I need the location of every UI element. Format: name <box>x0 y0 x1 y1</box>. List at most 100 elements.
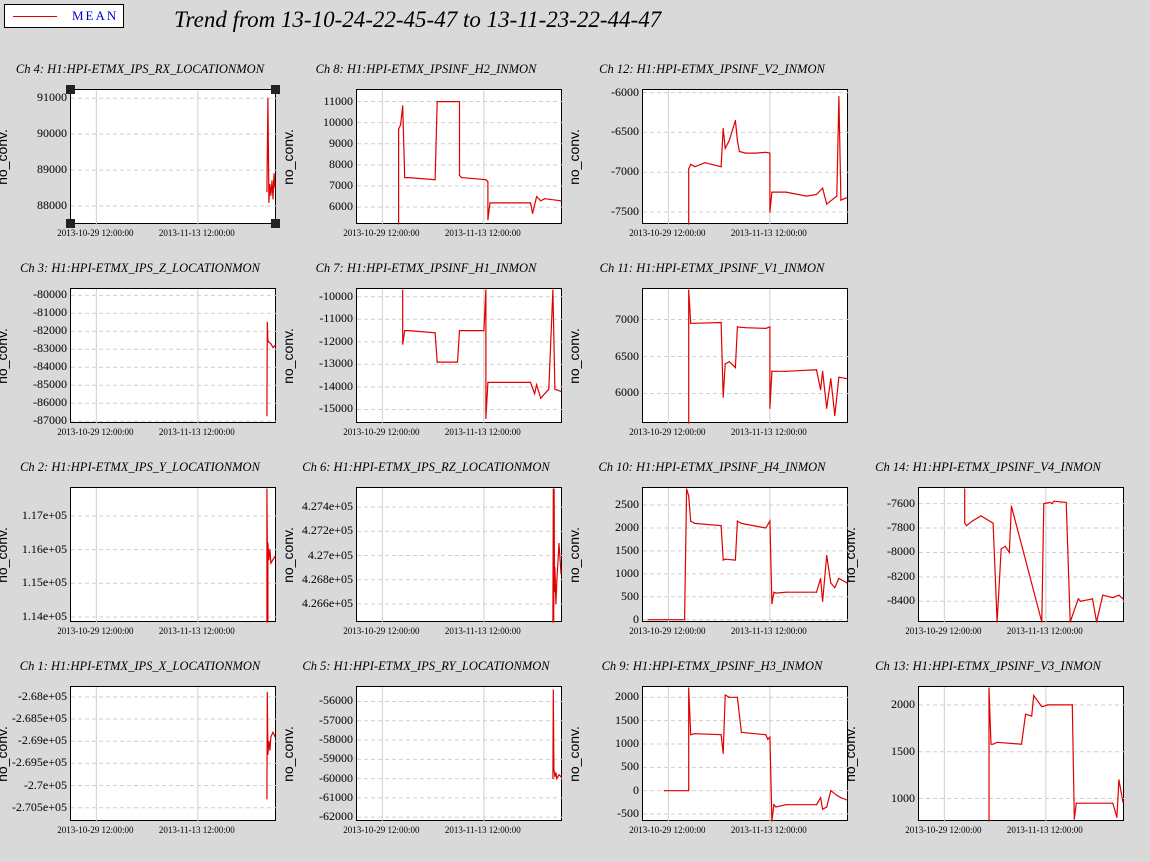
chart-title: Trend from 13-10-24-22-45-47 to 13-11-23… <box>174 7 662 32</box>
data-point <box>267 97 269 99</box>
plot-area[interactable] <box>356 487 563 623</box>
plot-area[interactable] <box>356 288 563 424</box>
selection-handle[interactable] <box>66 219 75 228</box>
y-tick-label: -6500 <box>611 124 639 139</box>
data-point <box>773 804 775 806</box>
chart-panel-ch13: Ch 13: H1:HPI-ETMX_IPSINF_V3_INMON no_con… <box>842 659 1128 859</box>
chart-title-ch7: Ch 7: H1:HPI-ETMX_IPSINF_H1_INMON <box>315 261 537 275</box>
data-point <box>534 393 536 395</box>
plot-svg <box>357 687 563 822</box>
data-point <box>1122 801 1124 803</box>
y-tick-label: -2.68e+05 <box>17 688 67 703</box>
plot-area[interactable] <box>70 487 277 623</box>
plot-area[interactable] <box>642 89 849 225</box>
y-tick-label: -8200 <box>887 568 915 583</box>
selection-handle[interactable] <box>66 85 75 94</box>
plot-area[interactable] <box>70 89 277 225</box>
y-tick-label: 1500 <box>615 542 639 557</box>
series-line-mean <box>266 322 276 416</box>
chart-title-ch14: Ch 14: H1:HPI-ETMX_IPSINF_V4_INMON <box>875 460 1101 474</box>
data-point <box>815 591 818 593</box>
y-tick-label: 1.17e+05 <box>21 507 67 522</box>
data-point <box>822 187 824 189</box>
data-point <box>769 407 771 409</box>
x-tick-label: 2013-11-13 12:00:00 <box>730 427 807 437</box>
y-tick-label: 91000 <box>37 90 67 105</box>
data-point <box>266 191 268 193</box>
plot-area[interactable] <box>356 89 563 225</box>
y-axis-label: no_conv. <box>0 527 10 583</box>
data-point <box>408 329 410 332</box>
data-point <box>771 603 773 605</box>
selection-handle[interactable] <box>271 219 280 228</box>
data-point <box>765 151 767 153</box>
data-point <box>820 389 822 391</box>
data-point <box>846 197 848 199</box>
data-point <box>740 731 743 733</box>
plot-area[interactable] <box>642 686 849 822</box>
data-point <box>402 105 404 107</box>
data-point <box>400 124 402 126</box>
data-point <box>1112 596 1114 599</box>
y-tick-label: 4.266e+05 <box>301 595 353 610</box>
y-tick-label: 1000 <box>615 736 639 750</box>
x-tick-label: 2013-10-29 12:00:00 <box>57 228 134 238</box>
data-point <box>734 559 736 561</box>
x-tick-label: 2013-11-13 12:00:00 <box>444 825 521 835</box>
data-point <box>487 381 489 384</box>
data-point <box>1031 715 1033 717</box>
selection-handle[interactable] <box>271 85 280 94</box>
plot-area[interactable] <box>70 288 277 424</box>
y-tick-label: -10000 <box>319 288 353 303</box>
y-tick-label: 4.268e+05 <box>301 571 353 586</box>
plot-area[interactable] <box>642 288 849 424</box>
data-point <box>694 166 696 168</box>
chart-title-ch1: Ch 1: H1:HPI-ETMX_IPS_X_LOCATIONMON <box>19 659 261 673</box>
plot-area[interactable] <box>356 686 563 822</box>
data-point <box>688 289 690 291</box>
series-line-mean <box>688 96 848 224</box>
y-axis-label: no_conv. <box>566 527 582 583</box>
data-point <box>738 150 741 153</box>
y-tick-label: 10000 <box>323 114 353 129</box>
data-point <box>815 804 818 806</box>
data-point <box>540 200 542 202</box>
plot-area[interactable] <box>918 487 1125 623</box>
x-tick-label: 2013-11-13 12:00:00 <box>158 228 235 238</box>
data-point <box>694 522 696 524</box>
series-line-mean <box>688 289 848 423</box>
data-point <box>536 195 538 198</box>
y-tick-label: -13000 <box>319 356 353 371</box>
y-tick-label: -2.69e+05 <box>17 733 67 748</box>
chart-title-ch12: Ch 12: H1:HPI-ETMX_IPSINF_V2_INMON <box>599 62 825 76</box>
data-point <box>647 619 649 621</box>
data-point <box>402 289 404 291</box>
data-point <box>556 579 558 581</box>
series-line-mean <box>266 692 276 799</box>
plot-area[interactable] <box>642 487 849 623</box>
x-tick-label: 2013-10-29 12:00:00 <box>629 427 706 437</box>
x-tick-label: 2013-10-29 12:00:00 <box>905 825 982 835</box>
x-tick-label: 2013-11-13 12:00:00 <box>158 626 235 636</box>
plot-svg <box>643 90 849 225</box>
data-point <box>736 696 738 698</box>
y-tick-label: -11000 <box>319 311 353 326</box>
plot-area[interactable] <box>70 686 277 822</box>
y-tick-label: -2.695e+05 <box>11 755 67 770</box>
y-tick-label: -6000 <box>611 84 639 99</box>
data-point <box>840 797 842 799</box>
y-axis-label: no_conv. <box>566 129 582 185</box>
data-point <box>554 566 556 569</box>
y-tick-label: -61000 <box>319 789 353 804</box>
plot-area[interactable] <box>918 686 1125 822</box>
data-point <box>1049 501 1051 504</box>
data-point <box>1069 621 1071 623</box>
data-point <box>270 194 272 196</box>
data-point <box>272 731 274 733</box>
y-tick-label: 2000 <box>615 519 639 534</box>
data-point <box>704 162 706 164</box>
y-axis-label: no_conv. <box>0 328 10 384</box>
data-point <box>846 799 848 801</box>
data-point <box>266 415 268 417</box>
data-point <box>1033 694 1035 697</box>
